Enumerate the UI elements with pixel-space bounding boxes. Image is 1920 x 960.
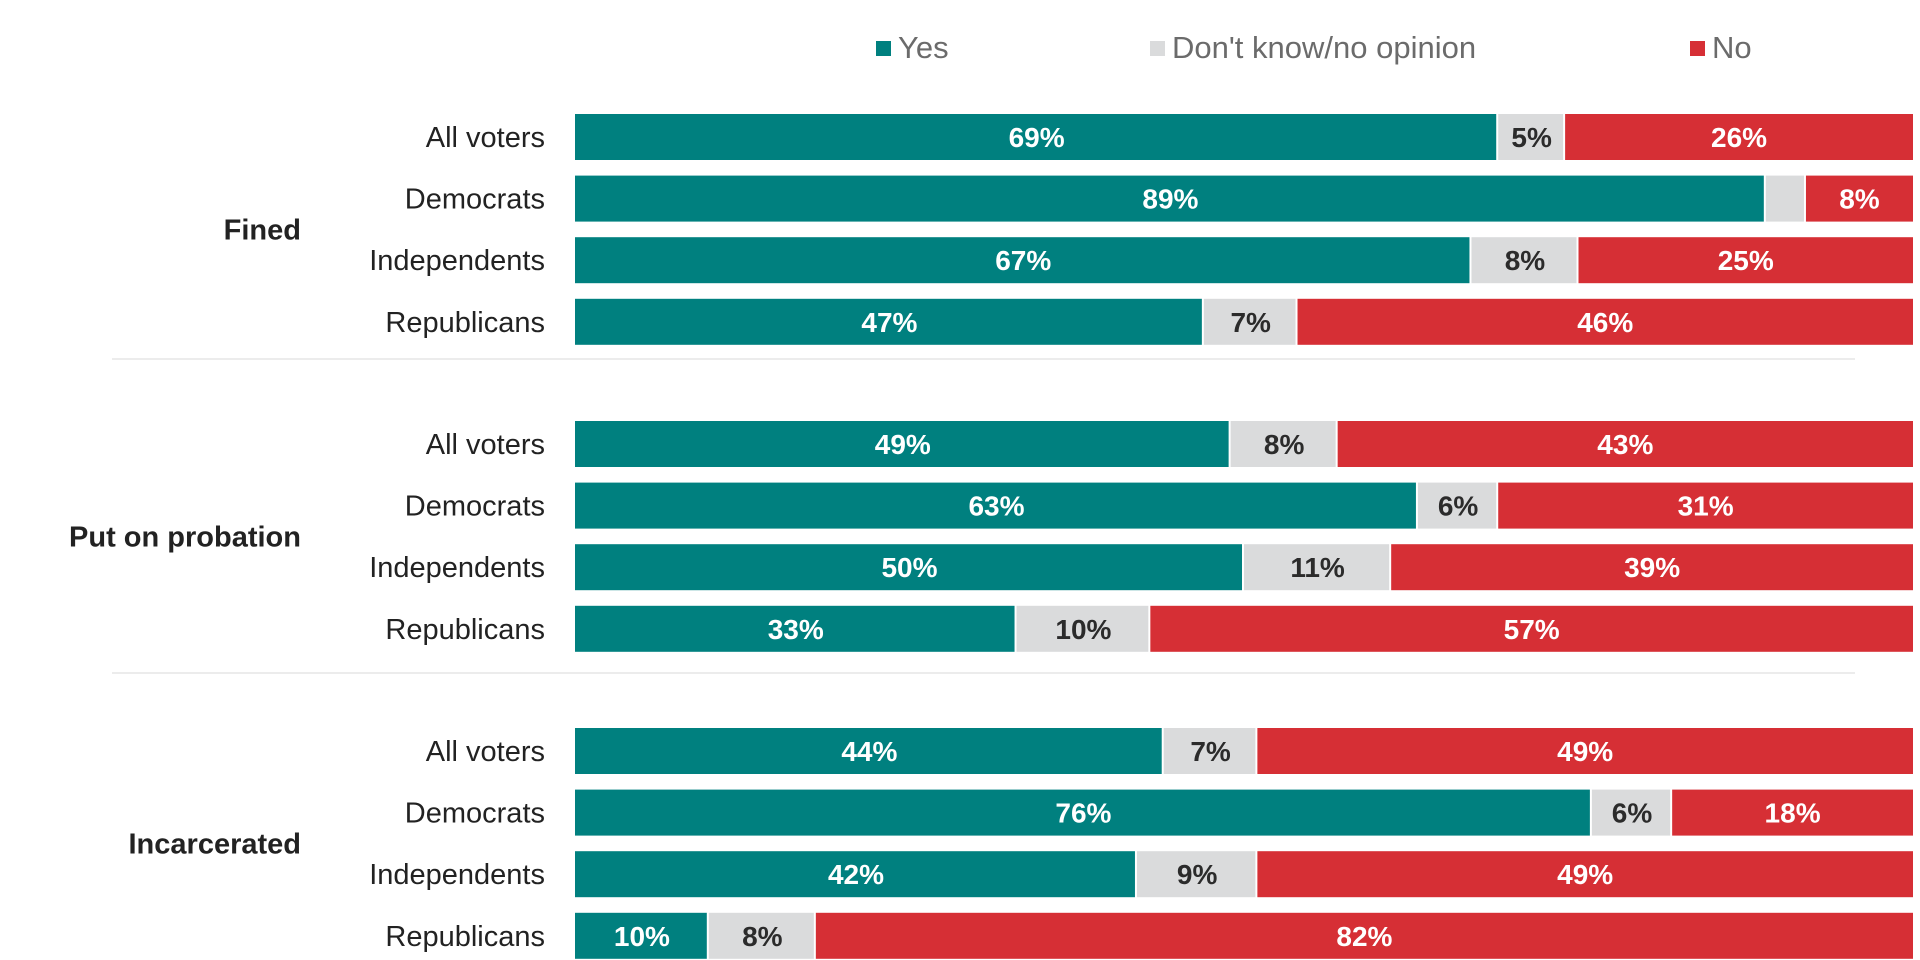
bar-segment-dont-know bbox=[1016, 605, 1149, 652]
data-label-yes: 50% bbox=[881, 552, 937, 583]
data-label-no: 8% bbox=[1839, 184, 1880, 215]
bar-segment-no bbox=[1257, 851, 1913, 898]
row-label: Independents bbox=[369, 245, 545, 277]
row-label: Democrats bbox=[405, 184, 545, 216]
data-label-dont-know: 8% bbox=[742, 921, 783, 952]
data-label-yes: 42% bbox=[828, 859, 884, 890]
bar-segment-yes bbox=[575, 851, 1135, 898]
legend-label-dont-know: Don't know/no opinion bbox=[1172, 30, 1476, 65]
bar-segment-yes bbox=[575, 605, 1015, 652]
legend-label-yes: Yes bbox=[898, 30, 949, 65]
group-incarcerated: Incarcerated All voters 44% 7% 49% Democrats 7… bbox=[129, 728, 1913, 959]
group-label: Incarcerated bbox=[129, 828, 302, 860]
bar-segment-dont-know bbox=[1498, 114, 1564, 160]
group-fined: Fined All voters 69% 5% 26% Democrats 89% 8% Ind… bbox=[224, 114, 1913, 345]
bar-segment-yes bbox=[575, 912, 707, 959]
data-label-dont-know: 6% bbox=[1438, 491, 1479, 522]
bar-segment-no bbox=[1672, 789, 1913, 836]
bar-segment-no bbox=[1391, 544, 1913, 591]
data-label-yes: 10% bbox=[614, 921, 670, 952]
row-label: Independents bbox=[369, 552, 545, 584]
data-label-yes: 63% bbox=[968, 491, 1024, 522]
bar-segment-yes bbox=[575, 728, 1162, 774]
bar-segment-no bbox=[1337, 421, 1913, 467]
data-label-no: 39% bbox=[1624, 552, 1680, 583]
data-label-dont-know: 9% bbox=[1177, 859, 1218, 890]
data-label-dont-know: 7% bbox=[1230, 307, 1271, 338]
legend-swatch-no bbox=[1690, 41, 1705, 56]
data-label-dont-know: 11% bbox=[1290, 552, 1345, 583]
data-label-yes: 67% bbox=[995, 245, 1051, 276]
bar-segment-dont-know bbox=[1471, 237, 1577, 284]
bar-segment-yes bbox=[575, 237, 1470, 284]
data-label-yes: 47% bbox=[861, 307, 917, 338]
row-label: All voters bbox=[426, 736, 545, 768]
row-label: Republicans bbox=[385, 921, 545, 953]
data-label-no: 43% bbox=[1597, 429, 1653, 460]
data-label-no: 82% bbox=[1336, 921, 1392, 952]
data-label-dont-know: 8% bbox=[1505, 245, 1546, 276]
data-label-no: 18% bbox=[1765, 798, 1821, 829]
row-label: Republicans bbox=[385, 307, 545, 339]
data-label-no: 57% bbox=[1504, 614, 1560, 645]
bar-segment-no bbox=[1578, 237, 1913, 284]
data-label-no: 46% bbox=[1577, 307, 1633, 338]
bar-segment-no bbox=[1257, 728, 1913, 774]
bar-segment-dont-know bbox=[1163, 728, 1256, 774]
data-label-dont-know: 10% bbox=[1055, 614, 1111, 645]
bar-segment-dont-know bbox=[1230, 421, 1336, 467]
data-label-yes: 49% bbox=[875, 429, 931, 460]
bar-segment-dont-know bbox=[1765, 175, 1804, 222]
legend-swatch-dont-know bbox=[1150, 41, 1165, 56]
data-label-yes: 33% bbox=[768, 614, 824, 645]
data-label-yes: 69% bbox=[1009, 122, 1065, 153]
bar-segment-yes bbox=[575, 482, 1416, 529]
bar-segment-dont-know bbox=[1417, 482, 1497, 529]
bar-segment-dont-know bbox=[1244, 544, 1390, 591]
bar-segment-yes bbox=[575, 114, 1497, 160]
bar-segment-yes bbox=[575, 421, 1229, 467]
group-put-on-probation: Put on probation All voters 49% 8% 43% Democr… bbox=[69, 421, 1913, 652]
row-label: Republicans bbox=[385, 614, 545, 646]
group-label: Put on probation bbox=[69, 521, 301, 553]
legend: Yes Don't know/no opinion No bbox=[876, 30, 1752, 65]
row-label: Democrats bbox=[405, 491, 545, 523]
data-label-yes: 89% bbox=[1142, 184, 1198, 215]
bar-segment-yes bbox=[575, 544, 1242, 591]
data-label-dont-know: 7% bbox=[1190, 736, 1231, 767]
bar-segment-dont-know bbox=[1203, 298, 1296, 345]
group-label: Fined bbox=[224, 214, 301, 246]
data-label-dont-know: 6% bbox=[1612, 798, 1653, 829]
data-label-yes: 44% bbox=[841, 736, 897, 767]
data-label-no: 31% bbox=[1678, 491, 1734, 522]
data-label-no: 25% bbox=[1718, 245, 1774, 276]
bar-segment-yes bbox=[575, 175, 1764, 222]
legend-swatch-yes bbox=[876, 41, 891, 56]
bar-segment-no bbox=[1805, 175, 1913, 222]
data-label-no: 49% bbox=[1557, 736, 1613, 767]
row-label: All voters bbox=[426, 429, 545, 461]
row-label: Independents bbox=[369, 859, 545, 891]
row-label: All voters bbox=[426, 122, 545, 154]
bar-segment-yes bbox=[575, 298, 1202, 345]
bar-segment-no bbox=[1565, 114, 1913, 160]
bar-segment-no bbox=[1150, 605, 1913, 652]
bar-segment-dont-know bbox=[708, 912, 814, 959]
bar-segment-dont-know bbox=[1136, 851, 1256, 898]
data-label-no: 26% bbox=[1711, 122, 1767, 153]
data-label-dont-know: 8% bbox=[1264, 429, 1305, 460]
bar-segment-dont-know bbox=[1591, 789, 1671, 836]
data-label-no: 49% bbox=[1557, 859, 1613, 890]
bar-segment-no bbox=[1498, 482, 1913, 529]
data-label-dont-know: 5% bbox=[1511, 122, 1552, 153]
row-label: Democrats bbox=[405, 798, 545, 830]
legend-label-no: No bbox=[1712, 30, 1752, 65]
data-label-yes: 76% bbox=[1055, 798, 1111, 829]
bar-segment-no bbox=[1297, 298, 1913, 345]
bar-segment-no bbox=[815, 912, 1913, 959]
bar-segment-yes bbox=[575, 789, 1590, 836]
